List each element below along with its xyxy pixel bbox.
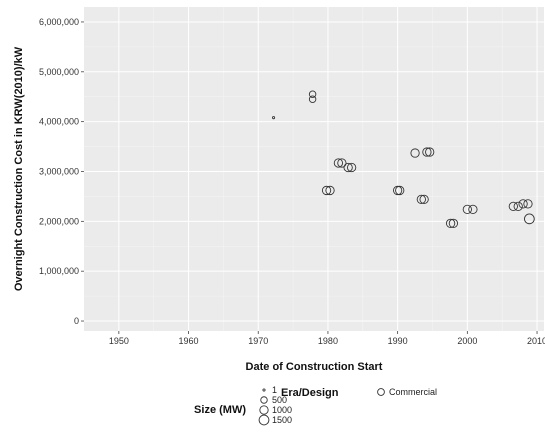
data-point [462,204,472,215]
x-axis-title: Date of Construction Start [246,361,383,373]
size-legend-title: Size (MW) [194,404,246,416]
y-tick-label: 5,000,000 [39,67,79,77]
x-axis-ticks: 1950 1960 1970 1980 1990 2000 2010 [109,331,545,346]
data-point [337,158,347,168]
size-legend-label: 1 [272,385,277,395]
y-tick-label: 0 [74,316,79,326]
size-legend-label: 500 [272,395,287,405]
era-legend: Era/Design Commercial [281,387,437,399]
x-tick-label: 2010 [527,336,545,346]
data-point [343,162,353,173]
y-tick-label: 3,000,000 [39,166,79,176]
data-point [422,147,432,157]
size-legend-key [258,414,270,426]
size-legend-key [260,396,268,404]
data-point [325,185,335,196]
era-legend-label-commercial: Commercial [389,387,437,397]
y-tick-label: 2,000,000 [39,216,79,226]
data-point [393,185,403,196]
size-legend-label: 1000 [272,405,292,415]
data-point [308,95,317,103]
x-tick-label: 1980 [318,336,338,346]
grid-lines [84,7,544,331]
data-point [419,194,429,205]
data-point [321,185,332,196]
x-tick-label: 2000 [457,336,477,346]
data-point [333,158,344,168]
data-point [508,201,518,212]
data-point [524,213,535,225]
data-point [416,194,426,205]
size-legend-key [262,388,266,392]
era-legend-key-commercial [377,388,385,396]
x-tick-label: 1960 [179,336,199,346]
x-tick-label: 1950 [109,336,129,346]
y-tick-label: 6,000,000 [39,17,79,27]
y-tick-label: 4,000,000 [39,117,79,127]
size-legend-label: 1500 [272,415,292,425]
x-tick-label: 1970 [248,336,268,346]
y-axis-title: Overnight Construction Cost in KRW(2010)… [13,46,25,291]
data-point [523,199,533,209]
data-points [272,90,535,228]
data-point [518,199,528,209]
y-tick-label: 1,000,000 [39,266,79,276]
data-point [425,147,435,157]
era-legend-title: Era/Design [281,387,339,399]
data-point [410,148,420,158]
data-point [468,204,478,215]
data-point [272,116,276,120]
data-point [395,185,405,196]
data-point [308,90,317,98]
data-point [448,218,459,228]
plot-panel [84,7,544,331]
y-axis-ticks: 0 1,000,000 2,000,000 3,000,000 4,000,000 5,0… [39,17,84,326]
x-tick-label: 1990 [388,336,408,346]
size-legend-key [259,405,269,415]
data-point [513,201,523,212]
data-point [347,162,357,173]
data-point [445,218,456,228]
